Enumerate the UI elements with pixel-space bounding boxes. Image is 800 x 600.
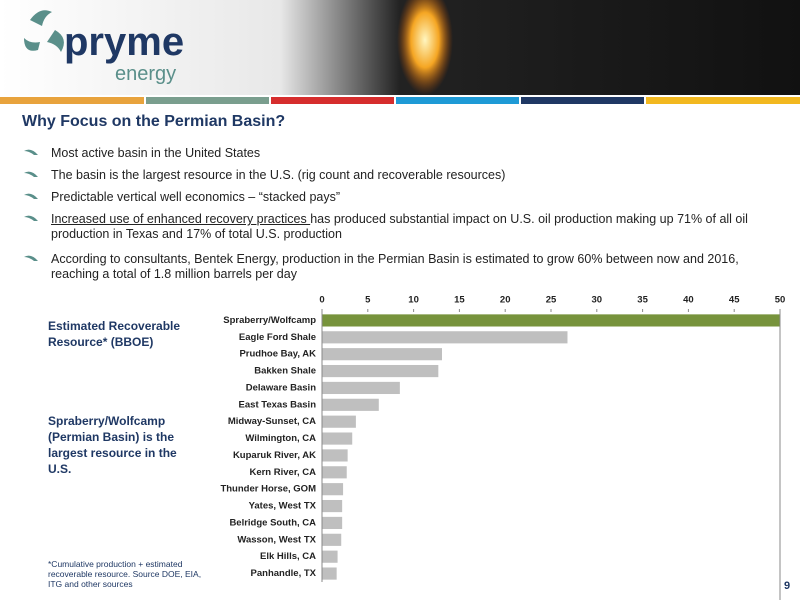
y-tick-label: East Texas Basin: [239, 399, 317, 410]
bar: [322, 567, 337, 580]
y-tick-label: Midway-Sunset, CA: [228, 416, 316, 427]
logo-sub: energy: [115, 63, 176, 85]
bullet: Most active basin in the United States: [24, 146, 771, 161]
bullet-icon: [24, 215, 38, 221]
bar: [322, 499, 343, 513]
bar: [322, 533, 342, 546]
y-tick-label: Bakken Shale: [254, 366, 316, 377]
y-tick-label: Belridge South, CA: [229, 517, 316, 528]
bar: [322, 483, 344, 496]
bullet: According to consultants, Bentek Energy,…: [24, 252, 771, 282]
bullet: The basin is the largest resource in the…: [24, 168, 771, 183]
bar: [322, 381, 400, 395]
bar: [322, 449, 348, 462]
x-tick-label: 20: [500, 295, 511, 306]
bullet-text: According to consultants, Bentek Energy,…: [51, 252, 739, 281]
bar: [322, 364, 439, 378]
bar: [322, 314, 780, 327]
bullet-icon: [24, 149, 38, 155]
footnote: *Cumulative production + estimated recov…: [48, 559, 202, 589]
y-tick-label: Wilmington, CA: [245, 433, 316, 444]
header-art: pryme energy: [0, 0, 800, 104]
bar: [322, 331, 568, 344]
bar: [322, 516, 343, 530]
y-tick-label: Wasson, West TX: [237, 534, 316, 545]
x-tick-label: 40: [683, 295, 694, 306]
x-tick-label: 25: [546, 295, 557, 306]
x-tick-label: 50: [775, 295, 786, 306]
bar: [322, 466, 347, 479]
bar: [322, 550, 338, 563]
x-tick-label: 15: [454, 295, 465, 306]
x-tick-label: 35: [637, 295, 648, 306]
bullet: Predictable vertical well economics – “s…: [24, 190, 771, 205]
slide-title: Why Focus on the Permian Basin?: [22, 113, 286, 130]
bullet-text: The basin is the largest resource in the…: [51, 168, 506, 182]
x-tick-label: 30: [592, 295, 603, 306]
bar: [322, 348, 442, 361]
bullet-icon: [24, 255, 38, 261]
y-tick-label: Spraberry/Wolfcamp: [223, 315, 316, 326]
y-tick-label: Delaware Basin: [246, 382, 316, 393]
bullet-text: Most active basin in the United States: [51, 146, 261, 160]
y-tick-label: Elk Hills, CA: [260, 551, 316, 562]
side-note: Estimated Recoverable Resource* (BBOE): [48, 319, 181, 349]
y-tick-label: Prudhoe Bay, AK: [239, 349, 316, 360]
bullet-underlined: Increased use of enhanced recovery pract…: [51, 212, 311, 226]
bullet-text: has produced substantial impact on U.S. …: [51, 212, 748, 241]
bar: [322, 432, 353, 445]
logo-main: pryme: [64, 20, 184, 64]
page-number: 9: [784, 580, 791, 592]
side-note: Spraberry/Wolfcamp (Permian Basin) is th…: [48, 414, 177, 476]
y-tick-label: Thunder Horse, GOM: [220, 484, 316, 495]
y-tick-label: Kern River, CA: [249, 467, 316, 478]
bullet-text: Predictable vertical well economics – “s…: [51, 190, 341, 204]
x-tick-label: 5: [365, 295, 371, 306]
x-tick-label: 45: [729, 295, 740, 306]
x-tick-label: 10: [408, 295, 419, 306]
bullet: Increased use of enhanced recovery pract…: [24, 212, 771, 242]
bar: [322, 415, 356, 428]
y-tick-label: Kuparuk River, AK: [233, 450, 316, 461]
bullet-icon: [24, 171, 38, 177]
bullet-icon: [24, 193, 38, 199]
y-tick-label: Panhandle, TX: [251, 568, 317, 579]
y-tick-label: Yates, West TX: [249, 501, 317, 512]
y-tick-label: Eagle Ford Shale: [239, 332, 316, 343]
bar: [322, 398, 379, 411]
x-tick-label: 0: [319, 295, 324, 306]
